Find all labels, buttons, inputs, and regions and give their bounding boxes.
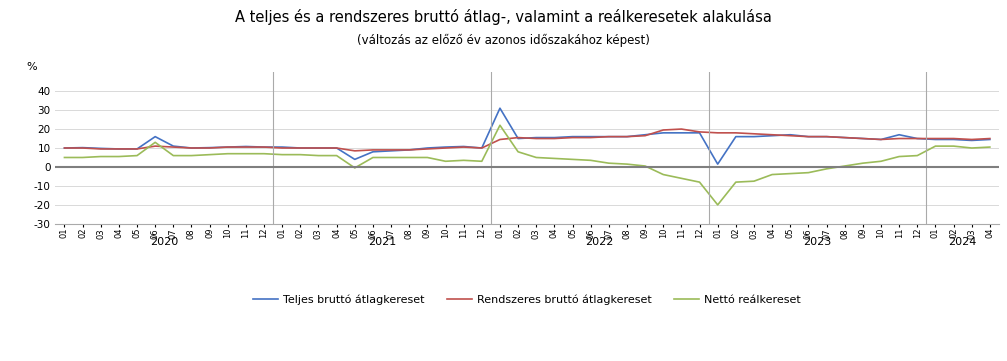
Text: (változás az előző év azonos időszakához képest): (változás az előző év azonos időszakához…: [357, 34, 650, 47]
Legend: Teljes bruttó átlagkereset, Rendszeres bruttó átlagkereset, Nettó reálkereset: Teljes bruttó átlagkereset, Rendszeres b…: [249, 290, 806, 309]
Text: 2023: 2023: [804, 237, 832, 247]
Teljes bruttó átlagkereset: [385, 149, 397, 153]
Rendszeres bruttó átlagkereset: [676, 127, 688, 131]
Rendszeres bruttó átlagkereset: [639, 134, 652, 138]
Line: Teljes bruttó átlagkereset: Teljes bruttó átlagkereset: [64, 108, 990, 164]
Text: 2024: 2024: [949, 237, 977, 247]
Teljes bruttó átlagkereset: [493, 106, 506, 110]
Rendszeres bruttó átlagkereset: [512, 135, 524, 140]
Teljes bruttó átlagkereset: [567, 134, 579, 139]
Teljes bruttó átlagkereset: [58, 146, 70, 150]
Nettó reálkereset: [567, 157, 579, 162]
Rendszeres bruttó átlagkereset: [348, 149, 361, 153]
Teljes bruttó átlagkereset: [676, 131, 688, 135]
Teljes bruttó átlagkereset: [512, 136, 524, 141]
Nettó reálkereset: [712, 203, 724, 207]
Rendszeres bruttó átlagkereset: [131, 147, 143, 151]
Rendszeres bruttó átlagkereset: [694, 130, 706, 134]
Nettó reálkereset: [512, 149, 524, 154]
Nettó reálkereset: [984, 145, 996, 149]
Text: 2021: 2021: [368, 237, 396, 247]
Nettó reálkereset: [58, 155, 70, 160]
Nettó reálkereset: [385, 155, 397, 160]
Text: %: %: [26, 62, 36, 72]
Text: A teljes és a rendszeres bruttó átlag-, valamint a reálkeresetek alakulása: A teljes és a rendszeres bruttó átlag-, …: [235, 9, 772, 25]
Line: Nettó reálkereset: Nettó reálkereset: [64, 125, 990, 205]
Rendszeres bruttó átlagkereset: [58, 146, 70, 150]
Nettó reálkereset: [493, 123, 506, 127]
Nettó reálkereset: [639, 164, 652, 168]
Teljes bruttó átlagkereset: [984, 137, 996, 142]
Line: Rendszeres bruttó átlagkereset: Rendszeres bruttó átlagkereset: [64, 129, 990, 151]
Teljes bruttó átlagkereset: [712, 162, 724, 166]
Nettó reálkereset: [131, 153, 143, 158]
Teljes bruttó átlagkereset: [639, 132, 652, 137]
Nettó reálkereset: [676, 176, 688, 180]
Rendszeres bruttó átlagkereset: [567, 135, 579, 140]
Teljes bruttó átlagkereset: [131, 147, 143, 151]
Rendszeres bruttó átlagkereset: [984, 136, 996, 141]
Rendszeres bruttó átlagkereset: [403, 148, 415, 152]
Text: 2022: 2022: [585, 237, 614, 247]
Text: 2020: 2020: [150, 237, 178, 247]
